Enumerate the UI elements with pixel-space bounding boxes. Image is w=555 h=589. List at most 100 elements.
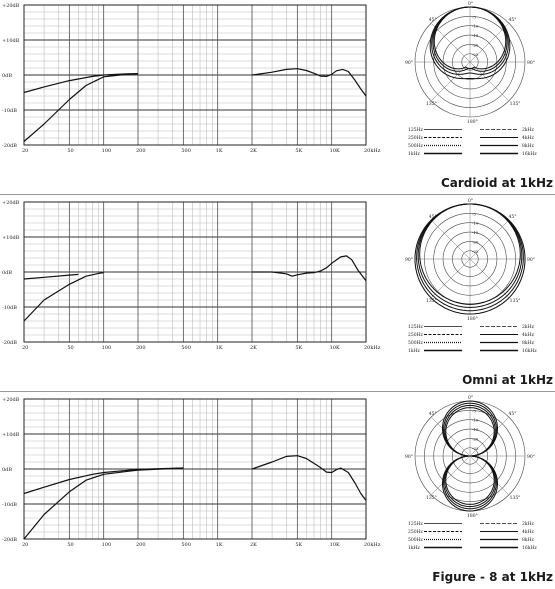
polar-ring-label: -15 — [472, 427, 479, 432]
polar-pattern-curve — [429, 6, 511, 80]
response-curve — [23, 272, 104, 322]
polar-spoke — [430, 22, 471, 63]
x-tick-label: 20 — [22, 345, 28, 351]
polar-pattern-figure-8: -5 -10 -15 -20 -25 0° 45° 90° 135° 180° 45° 90° 135°… — [405, 395, 537, 551]
legend-label: 125Hz — [408, 127, 424, 133]
x-tick-label: 50 — [67, 345, 73, 351]
polar-spoke — [430, 258, 471, 299]
response-curve — [252, 255, 367, 282]
polar-angle-label: 180° — [467, 119, 478, 125]
legend-label: 250Hz — [408, 332, 424, 338]
frequency-response-chart-cardioid: +20dB +10dB 0dB -10dB -20dB 20 50 100 200 500 1K 2K… — [2, 3, 381, 154]
legend-label: 125Hz — [408, 521, 424, 527]
y-tick-label: +10dB — [2, 432, 20, 438]
figure-8-panel: +20dB +10dB 0dB -10dB -20dB 20 50 100 200 500 1K 2K… — [0, 394, 555, 587]
polar-ring-label: -20 — [472, 436, 479, 441]
polar-angle-label: 180° — [467, 316, 478, 322]
legend-label: 1kHz — [408, 348, 421, 354]
y-tick-label: -10dB — [2, 305, 17, 311]
legend-label: 2kHz — [522, 324, 535, 330]
x-tick-label: 200 — [136, 345, 146, 351]
polar-ring-label: -5 — [472, 14, 476, 19]
x-tick-label: 50 — [67, 148, 73, 154]
x-tick-label: 100 — [102, 345, 112, 351]
response-curve — [23, 467, 184, 495]
y-tick-label: +20dB — [2, 3, 20, 9]
y-tick-label: 0dB — [2, 73, 12, 79]
polar-spoke — [469, 455, 510, 496]
polar-pattern-curve — [416, 203, 524, 312]
response-curve — [23, 73, 139, 142]
polar-angle-label: 135° — [426, 101, 437, 107]
polar-angle-label: 135° — [510, 298, 521, 304]
polar-spoke — [469, 416, 510, 457]
polar-spoke — [430, 455, 471, 496]
legend-label: 8kHz — [522, 537, 535, 543]
polar-angle-label: 90° — [527, 454, 535, 460]
polar-spoke — [469, 219, 510, 260]
x-tick-label: 500 — [181, 345, 191, 351]
polar-angle-label: 180° — [467, 513, 478, 519]
omni-panel: +20dB +10dB 0dB -10dB -20dB 20 50 100 200 500 1K 2K… — [0, 197, 555, 390]
x-tick-label: 10K — [330, 542, 340, 548]
x-tick-label: 10K — [330, 148, 340, 154]
x-tick-label: 500 — [181, 542, 191, 548]
polar-angle-label: 0° — [468, 395, 473, 401]
polar-spoke — [430, 416, 471, 457]
polar-ring-label: -15 — [472, 33, 479, 38]
y-tick-label: +10dB — [2, 38, 20, 44]
y-tick-label: -20dB — [2, 537, 17, 543]
polar-ring-label: -10 — [472, 24, 479, 29]
x-tick-label: 2K — [250, 345, 257, 351]
y-tick-label: -20dB — [2, 340, 17, 346]
x-tick-label: 2K — [250, 542, 257, 548]
x-tick-label: 100 — [102, 542, 112, 548]
x-tick-label: 1K — [216, 542, 223, 548]
polar-angle-label: 135° — [426, 298, 437, 304]
polar-angle-label: 135° — [510, 101, 521, 107]
polar-angle-label: 0° — [468, 198, 473, 204]
plot-frame — [23, 201, 367, 343]
x-tick-label: 20kHz — [364, 148, 381, 154]
x-tick-label: 5K — [295, 148, 302, 154]
x-tick-label: 20kHz — [364, 542, 381, 548]
y-tick-label: +20dB — [2, 397, 20, 403]
polar-pattern-omni: -5 -10 -15 -20 -25 0° 45° 90° 135° 180° 45° 90° 135°… — [405, 198, 537, 354]
panel-divider — [0, 194, 555, 195]
y-tick-label: -20dB — [2, 143, 17, 149]
polar-ring-label: -25 — [472, 249, 479, 254]
x-tick-label: 200 — [136, 148, 146, 154]
legend-label: 2kHz — [522, 127, 535, 133]
response-curve — [251, 68, 367, 97]
polar-ring-label: -10 — [472, 418, 479, 423]
polar-ring-label: -10 — [472, 221, 479, 226]
y-tick-label: -10dB — [2, 502, 17, 508]
legend-label: 4kHz — [522, 529, 535, 535]
polar-angle-label: 90° — [527, 60, 535, 66]
legend-label: 16kHz — [522, 545, 537, 551]
polar-angle-label: 45° — [509, 17, 517, 23]
polar-angle-label: 45° — [429, 17, 437, 23]
x-tick-label: 20 — [22, 542, 28, 548]
legend-label: 250Hz — [408, 529, 424, 535]
frequency-response-chart-omni: +20dB +10dB 0dB -10dB -20dB 20 50 100 200 500 1K 2K… — [2, 200, 381, 351]
x-tick-label: 500 — [181, 148, 191, 154]
polar-pattern-curve — [417, 203, 523, 308]
legend-label: 125Hz — [408, 324, 424, 330]
y-tick-label: 0dB — [2, 270, 12, 276]
legend-label: 500Hz — [408, 340, 424, 346]
response-curve — [251, 455, 367, 501]
polar-pattern-curve — [431, 6, 509, 75]
polar-spoke — [469, 258, 510, 299]
x-tick-label: 100 — [102, 148, 112, 154]
polar-ring-label: -15 — [472, 230, 479, 235]
polar-pattern-curve — [414, 203, 526, 315]
legend-label: 1kHz — [408, 151, 421, 157]
legend-label: 1kHz — [408, 545, 421, 551]
legend-label: 8kHz — [522, 143, 535, 149]
polar-ring-label: -20 — [472, 239, 479, 244]
polar-angle-label: 0° — [468, 1, 473, 7]
polar-pattern-curve — [443, 402, 497, 510]
x-tick-label: 10K — [330, 345, 340, 351]
legend-label: 16kHz — [522, 348, 537, 354]
